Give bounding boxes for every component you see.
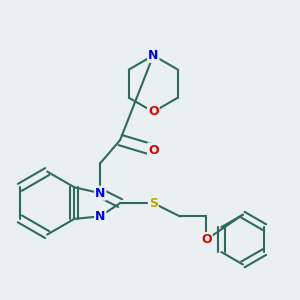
Text: S: S (149, 196, 158, 210)
Text: O: O (148, 143, 159, 157)
Text: N: N (95, 187, 105, 200)
Text: N: N (95, 210, 105, 223)
Text: O: O (201, 233, 212, 246)
Text: N: N (148, 49, 158, 62)
Text: O: O (148, 105, 159, 118)
